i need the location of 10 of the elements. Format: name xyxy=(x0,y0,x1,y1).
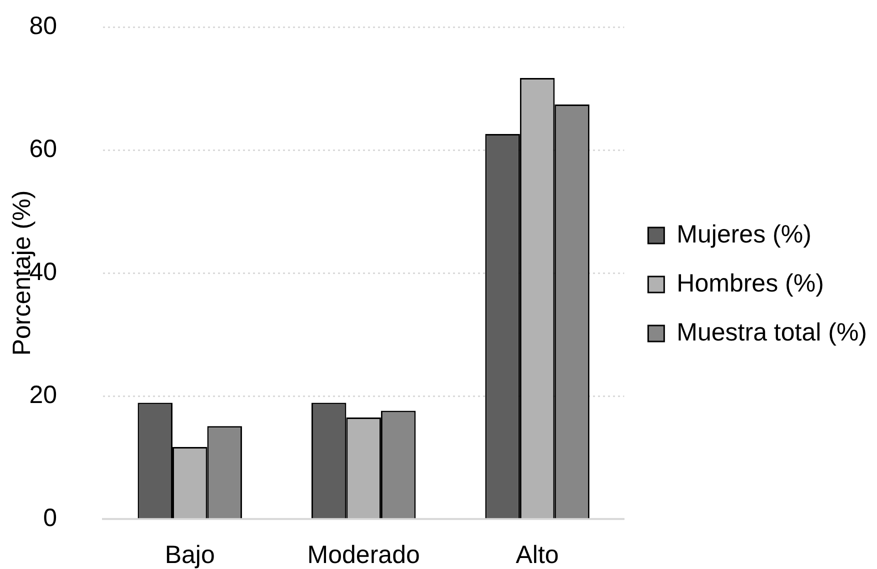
x-tick-label: Alto xyxy=(516,540,559,569)
y-tick-label: 20 xyxy=(29,380,57,409)
x-tick-label: Bajo xyxy=(164,540,215,569)
x-tick-label: Moderado xyxy=(307,540,420,569)
y-tick-label: 60 xyxy=(29,134,57,163)
legend-label: Mujeres (%) xyxy=(676,220,812,248)
y-tick-label: 80 xyxy=(29,12,57,40)
y-tick-label: 0 xyxy=(43,504,57,532)
legend-label: Hombres (%) xyxy=(676,269,824,298)
legend-label: Muestra total (%) xyxy=(676,318,868,346)
